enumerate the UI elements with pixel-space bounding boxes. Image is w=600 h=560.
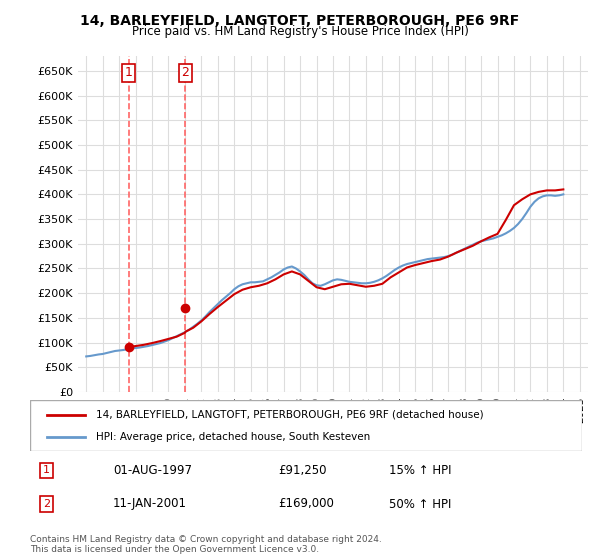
Text: HPI: Average price, detached house, South Kesteven: HPI: Average price, detached house, Sout… xyxy=(96,432,370,442)
Text: 2: 2 xyxy=(181,66,190,79)
Text: £169,000: £169,000 xyxy=(278,497,334,511)
Text: 50% ↑ HPI: 50% ↑ HPI xyxy=(389,497,451,511)
Text: Contains HM Land Registry data © Crown copyright and database right 2024.
This d: Contains HM Land Registry data © Crown c… xyxy=(30,535,382,554)
Text: 14, BARLEYFIELD, LANGTOFT, PETERBOROUGH, PE6 9RF: 14, BARLEYFIELD, LANGTOFT, PETERBOROUGH,… xyxy=(80,14,520,28)
Text: 1: 1 xyxy=(43,465,50,475)
FancyBboxPatch shape xyxy=(30,400,582,451)
Text: 15% ↑ HPI: 15% ↑ HPI xyxy=(389,464,451,477)
Text: 01-AUG-1997: 01-AUG-1997 xyxy=(113,464,192,477)
Text: Price paid vs. HM Land Registry's House Price Index (HPI): Price paid vs. HM Land Registry's House … xyxy=(131,25,469,38)
Text: 1: 1 xyxy=(125,66,133,79)
Text: 11-JAN-2001: 11-JAN-2001 xyxy=(113,497,187,511)
Text: 2: 2 xyxy=(43,499,50,509)
Text: 14, BARLEYFIELD, LANGTOFT, PETERBOROUGH, PE6 9RF (detached house): 14, BARLEYFIELD, LANGTOFT, PETERBOROUGH,… xyxy=(96,409,484,419)
Text: £91,250: £91,250 xyxy=(278,464,327,477)
